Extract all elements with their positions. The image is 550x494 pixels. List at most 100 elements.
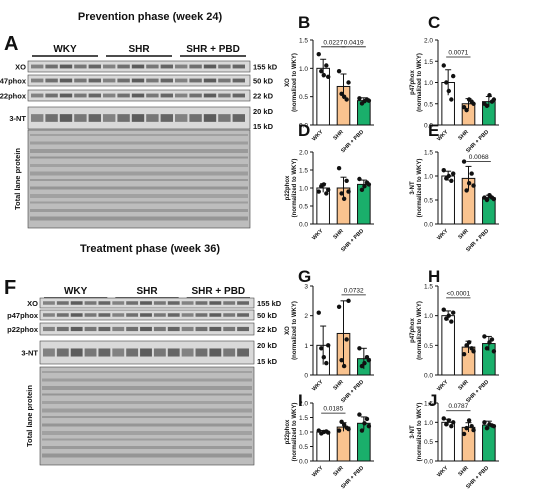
total-lane-protein-label: Total lane protein — [13, 148, 22, 210]
blot-band — [160, 78, 173, 83]
stain-band — [30, 186, 248, 190]
data-point — [339, 419, 344, 425]
data-point — [449, 97, 454, 102]
y-tick-label: 1.5 — [299, 38, 308, 45]
blot-band — [181, 326, 194, 332]
data-point — [464, 425, 469, 431]
y-tick-label: 0.5 — [299, 94, 308, 101]
y-tick-label: 1.5 — [424, 284, 433, 291]
x-tick-label: SHR — [332, 465, 344, 477]
blot-band — [181, 301, 194, 305]
blot-band — [31, 78, 44, 83]
data-point — [364, 416, 370, 422]
group-label: WKY — [64, 286, 88, 297]
blot-band — [74, 114, 87, 122]
marker-size: 15 kD — [253, 122, 274, 131]
blot-band — [223, 301, 236, 305]
blot-band — [195, 301, 208, 305]
y-tick-label: 0.5 — [299, 444, 308, 451]
marker-size: 22 kD — [257, 325, 278, 334]
stain-band — [30, 179, 248, 181]
blot-band — [153, 326, 166, 332]
y-axis-label-line: (normalized to WKY) — [292, 159, 298, 218]
stain-band — [30, 194, 248, 198]
blot-band — [167, 301, 180, 305]
data-point — [449, 319, 454, 324]
data-point — [471, 349, 476, 354]
blot-band — [175, 64, 188, 69]
blot-band — [160, 64, 173, 69]
y-axis-label-line: (normalized to WKY) — [292, 53, 298, 112]
y-tick-label: 0.0 — [299, 123, 308, 130]
data-point — [362, 360, 367, 366]
y-axis-label-line: (normalized to WKY) — [417, 403, 423, 462]
y-axis-label-line: (normalized to WKY) — [417, 301, 423, 360]
data-point — [316, 189, 321, 194]
blot-band — [167, 313, 180, 317]
data-point — [339, 91, 344, 97]
blot-band — [98, 348, 111, 357]
marker-size: 50 kD — [253, 77, 274, 86]
data-point — [444, 80, 449, 85]
marker-size: 22 kD — [253, 92, 274, 101]
panel-letter: B — [298, 13, 310, 32]
data-point — [341, 422, 347, 427]
panel-letter: A — [4, 33, 18, 55]
p-value-label: <0.0001 — [446, 290, 470, 297]
blot-band — [131, 64, 145, 69]
blot-band — [126, 348, 139, 357]
x-tick-label: WKY — [311, 379, 325, 393]
blot-band — [98, 326, 111, 332]
data-point — [357, 96, 362, 101]
y-tick-label: 1.5 — [424, 59, 433, 66]
blot-band — [131, 93, 145, 98]
x-tick-label: SHR — [457, 129, 469, 141]
stain-band — [30, 141, 248, 145]
y-tick-label: 1.0 — [299, 66, 308, 73]
chart-E: E0.00.51.01.53-NT(normalized to WKY)WKY S… — [410, 121, 499, 253]
x-tick-label: SHR — [457, 228, 469, 240]
data-point — [357, 346, 362, 351]
data-point — [341, 94, 347, 99]
blot-band — [59, 114, 73, 122]
data-point — [461, 159, 467, 164]
group-label: SHR + PBD — [192, 286, 246, 297]
blot-band — [167, 326, 180, 332]
blot-band — [59, 78, 73, 83]
y-tick-label: 0.0 — [424, 459, 433, 466]
x-tick-label: WKY — [436, 379, 450, 393]
data-point — [441, 307, 446, 312]
marker-size: 155 kD — [253, 63, 278, 72]
blot-band — [74, 93, 87, 98]
data-point — [326, 187, 331, 192]
bar — [441, 421, 455, 462]
chart-H: H 0.0 0.5 1.0 1.5 p47phox(normalized to WKY) W… — [410, 267, 499, 404]
data-point — [441, 63, 446, 68]
blot-band — [117, 64, 130, 69]
y-tick-label: 2 — [304, 313, 308, 320]
total-protein-stain — [27, 129, 251, 229]
blot-band — [56, 301, 69, 305]
x-tick-label: SHR — [457, 465, 469, 477]
data-point — [316, 310, 321, 315]
y-axis-label-line: p22phox — [285, 175, 291, 200]
panel-letter: D — [298, 121, 310, 140]
data-point — [464, 343, 469, 348]
blot-band — [146, 114, 159, 122]
blot-band — [45, 114, 58, 122]
data-point — [366, 357, 372, 363]
data-point — [487, 93, 492, 98]
blot-row-label: 3-NT — [21, 349, 38, 358]
blot-band — [56, 348, 69, 357]
y-axis-label-line: XO — [285, 326, 291, 335]
data-point — [446, 313, 451, 318]
data-point — [326, 430, 331, 435]
blot-band — [103, 78, 116, 83]
blot-band — [189, 114, 202, 122]
blot-band — [45, 64, 58, 69]
y-axis-label: p22phox(normalized to WKY) — [285, 403, 298, 462]
data-point — [344, 178, 349, 183]
blot-band — [140, 348, 152, 357]
